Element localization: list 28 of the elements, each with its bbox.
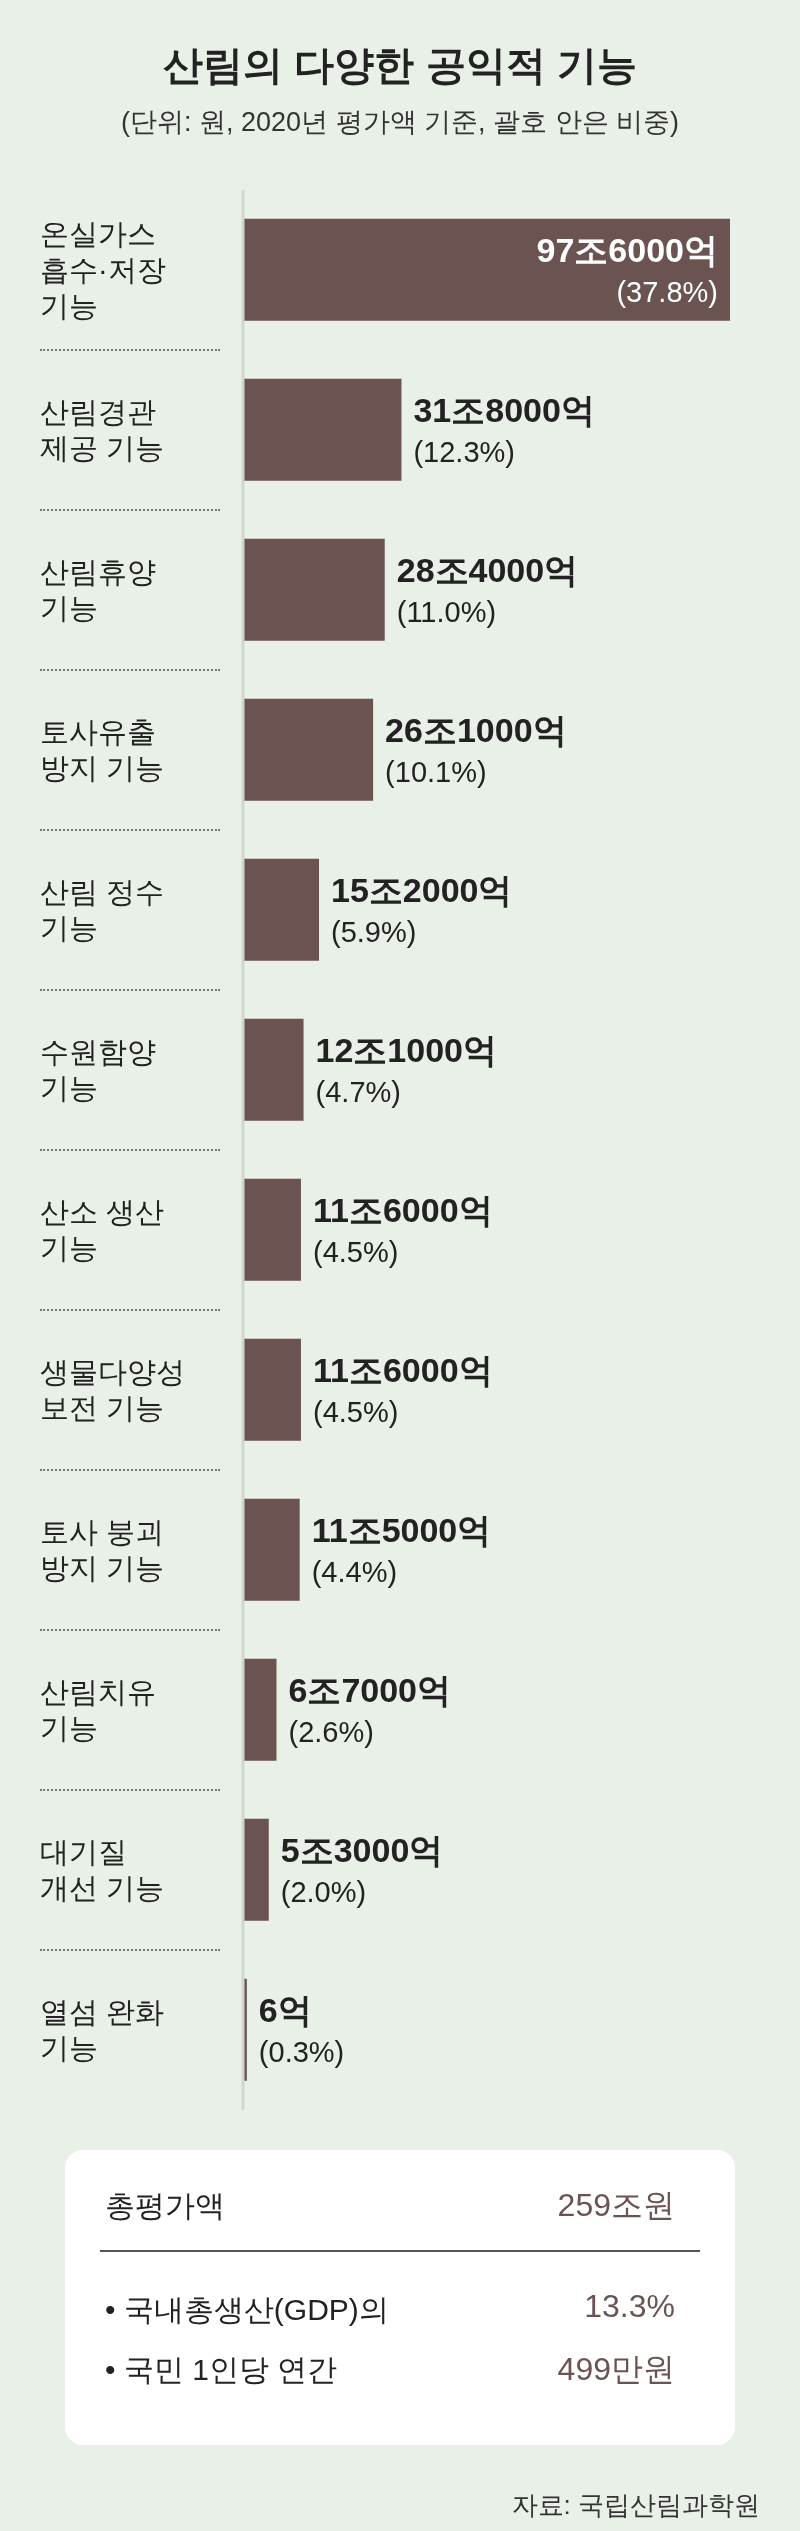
y-tick-label: 대기질 개선 기능: [40, 1836, 165, 1904]
data-label: 12조1000억 (4.7%): [315, 1030, 498, 1108]
y-tick-label: 산림치유 기능: [40, 1676, 156, 1744]
data-label: 26조1000억 (10.1%): [385, 710, 567, 788]
data-label: 6억 (0.3%): [258, 1990, 345, 2068]
data-label: 28조4000억 (11.0%): [396, 550, 579, 628]
y-tick-label: 산림 정수 기능: [40, 876, 165, 944]
y-tick-label: 산소 생산 기능: [40, 1196, 165, 1264]
text: 자료: 국립산림과학원: [511, 2489, 760, 2522]
y-tick-label: 온실가스 흡수·저장 기능: [40, 218, 166, 322]
y-tick-label: 토사유출 방지 기능: [40, 716, 165, 784]
y-tick-label: 수원함양 기능: [40, 1036, 156, 1104]
y-tick-label: 생물다양성 보전 기능: [40, 1356, 185, 1424]
y-tick-label: 토사 붕괴 방지 기능: [40, 1516, 165, 1584]
data-label: 31조8000억 (12.3%): [413, 390, 595, 468]
data-label: 11조5000억 (4.4%): [311, 1510, 492, 1588]
data-label: 15조2000억 (5.9%): [331, 870, 513, 948]
summary-card: 총평가액 259조원 • 국내총생산(GDP)의 13.3% • 국민 1인당 연간 499만원: [65, 2150, 735, 2445]
y-tick-label: 산림경관 제공 기능: [40, 396, 165, 464]
data-label: 11조6000억 (4.5%): [312, 1190, 493, 1268]
chart-title: 산림의 다양한 공익적 기능: [162, 42, 638, 89]
data-label: 5조3000억 (2.0%): [280, 1830, 444, 1908]
y-tick-label: 산림휴양 기능: [40, 556, 156, 624]
data-label: 97조6000억 (37.8%): [536, 230, 718, 308]
data-label: 11조6000억 (4.5%): [312, 1350, 493, 1428]
chart-subtitle: (단위: 원, 2020년 평가액 기준, 괄호 안은 비중): [119, 106, 681, 139]
y-tick-label: 열섬 완화 기능: [40, 1996, 165, 2064]
data-label: 6조7000억 (2.6%): [288, 1670, 452, 1748]
